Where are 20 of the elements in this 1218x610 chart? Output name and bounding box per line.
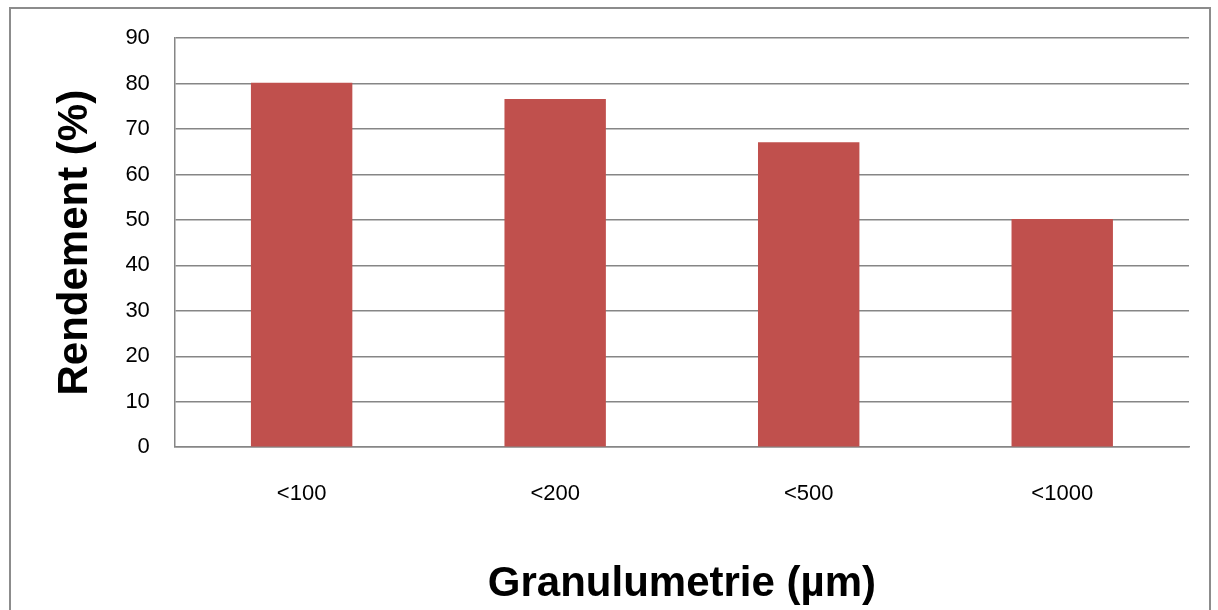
- y-tick-label: 60: [125, 160, 150, 186]
- x-tick-label: <500: [783, 480, 834, 506]
- bar: [758, 142, 860, 447]
- y-tick-label: 50: [125, 206, 150, 232]
- y-tick-label: 40: [125, 251, 150, 277]
- bar: [1011, 219, 1113, 447]
- bar: [250, 82, 353, 447]
- y-axis-title: Rendement (%): [48, 89, 96, 396]
- x-tick-label: <200: [530, 480, 580, 506]
- y-tick-label: 90: [125, 24, 150, 50]
- y-tick-label: 80: [125, 69, 150, 95]
- y-tick-label: 0: [137, 433, 150, 459]
- bar: [504, 99, 606, 447]
- x-tick-label: <1000: [1031, 480, 1094, 506]
- y-tick-label: 30: [125, 296, 150, 322]
- y-tick-label: 10: [125, 387, 150, 413]
- y-tick-label: 20: [125, 342, 150, 368]
- y-tick-label: 70: [125, 115, 150, 141]
- x-tick-label: <100: [276, 480, 327, 506]
- x-axis-title: Granulumetrie (µm): [487, 558, 877, 606]
